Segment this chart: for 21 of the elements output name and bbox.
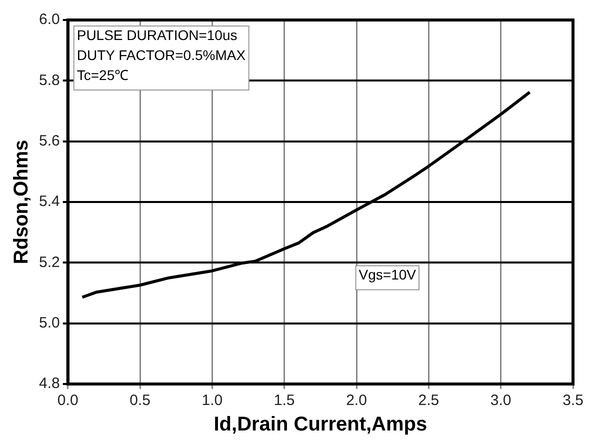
x-tick-label: 1.0: [202, 392, 223, 410]
x-tick-label: 0.5: [130, 392, 150, 410]
y-tick-label: 6.0: [38, 11, 60, 28]
x-tick-label: 0.0: [57, 392, 78, 410]
y-tick-label: 5.8: [38, 72, 60, 89]
y-tick-label: 5.0: [38, 314, 60, 332]
y-axis-title: Rdson,Ohms: [10, 140, 33, 264]
y-tick-label: 4.8: [38, 375, 60, 392]
y-tick-label: 5.4: [38, 193, 60, 210]
x-tick-label: 1.5: [274, 392, 295, 410]
x-axis-title: Id,Drain Current,Amps: [214, 414, 428, 436]
x-tick-label: 3.0: [490, 392, 512, 410]
x-tick-label: 2.5: [418, 392, 440, 410]
x-tick-label: 2.0: [346, 392, 367, 410]
y-tick-label: 5.2: [38, 254, 60, 271]
x-tick-label: 3.5: [562, 392, 584, 410]
annotation: DUTY FACTOR=0.5%MAX: [76, 46, 246, 63]
annotation: Vgs=10V: [358, 266, 417, 283]
annotation: Tc=25℃: [76, 66, 129, 83]
y-tick-label: 5.6: [38, 132, 60, 150]
annotation: PULSE DURATION=10us: [76, 26, 238, 43]
